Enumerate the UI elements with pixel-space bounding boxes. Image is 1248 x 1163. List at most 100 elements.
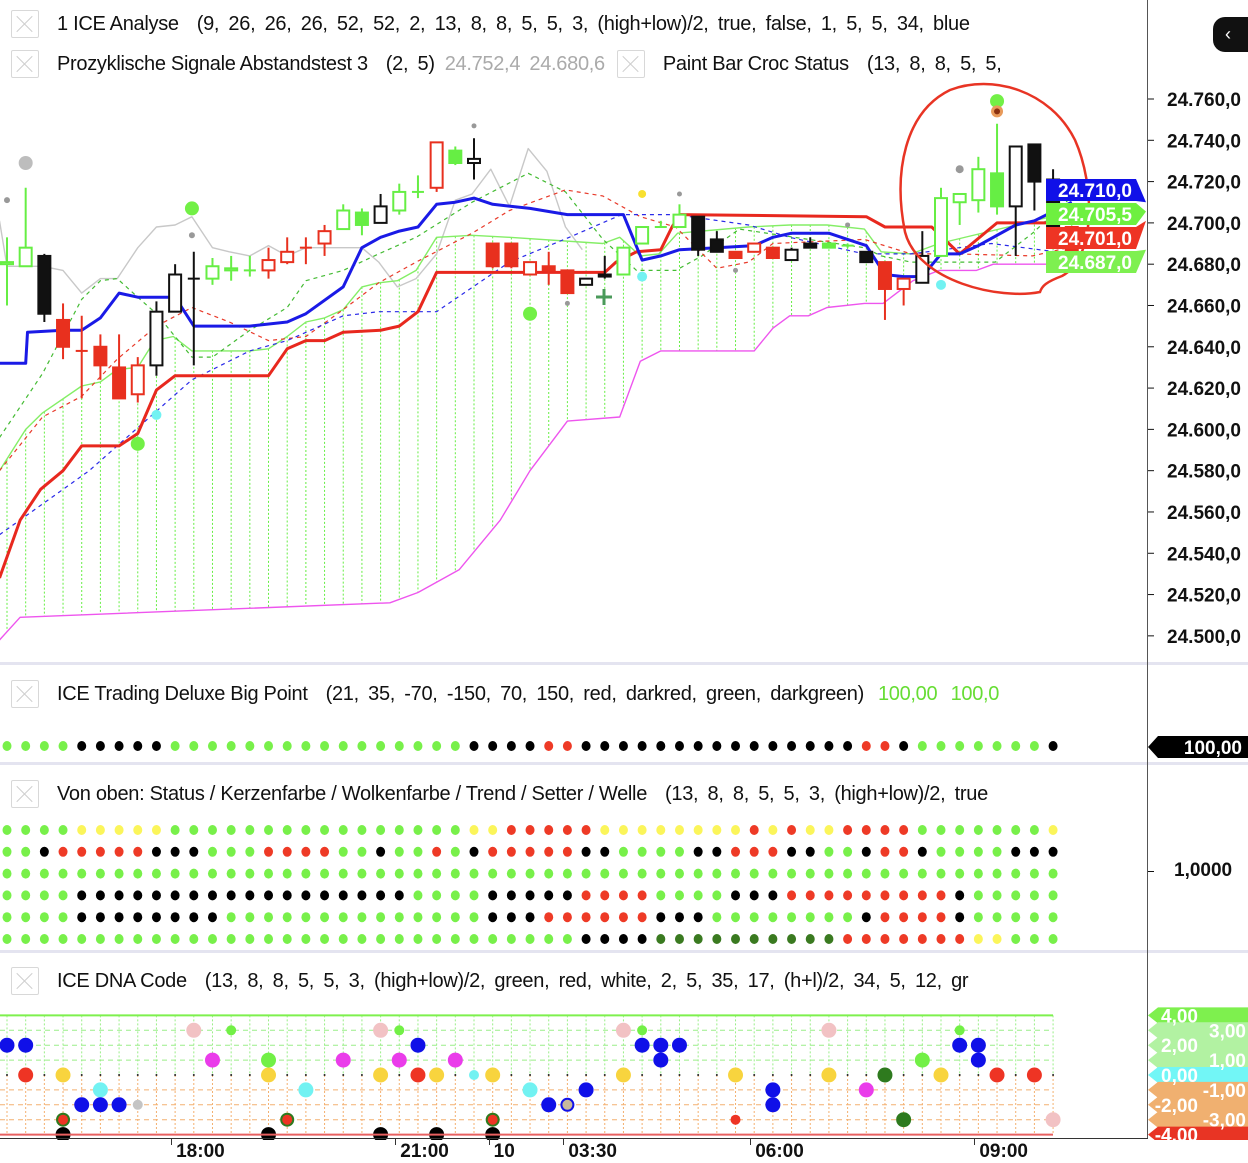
status-dot [824, 890, 834, 901]
status-dot [432, 846, 442, 857]
candle-body [130, 364, 145, 396]
status-dot [712, 846, 722, 857]
status-dot [432, 825, 442, 835]
indicator-name[interactable]: Prozyklische Signale Abstandstest 3 [57, 52, 368, 75]
status-dot [731, 825, 741, 835]
signal-marker [733, 267, 739, 273]
candle-body [354, 211, 369, 226]
status-dot [114, 934, 124, 944]
candle-body [18, 246, 33, 268]
zero-dot [43, 1074, 46, 1076]
level-badge-label: -1,00 [1203, 1081, 1246, 1102]
price-badge [1046, 179, 1146, 203]
status-dot [151, 890, 161, 901]
status-dot [338, 846, 348, 857]
panel-divider[interactable] [0, 950, 1248, 953]
status-dot [861, 825, 871, 835]
status-dot [899, 890, 909, 901]
status-dot [693, 846, 703, 857]
remove-indicator-icon[interactable] [11, 680, 39, 708]
indicator-name[interactable]: 1 ICE Analyse [57, 12, 179, 35]
status-dot [917, 890, 927, 901]
dna-dot [1026, 1067, 1042, 1083]
chevron-left-icon[interactable]: ‹ [1213, 17, 1248, 52]
status-dot [731, 912, 741, 923]
candle-body [56, 318, 71, 348]
big-point-dot [899, 741, 909, 751]
status-dot [21, 825, 31, 835]
big-point-dot [469, 741, 479, 751]
status-dot [1048, 846, 1058, 857]
status-dot [973, 912, 983, 923]
dna-dot [58, 1114, 69, 1125]
status-dot [170, 846, 180, 857]
big-point-dot [282, 741, 292, 751]
remove-indicator-icon[interactable] [11, 967, 39, 995]
status-dot [264, 934, 274, 944]
status-dot [581, 825, 591, 835]
big-point-dot [2, 741, 12, 751]
candle-body [504, 242, 519, 268]
zero-dot [230, 1074, 233, 1076]
status-dot [637, 825, 647, 835]
status-dot [2, 890, 12, 901]
remove-indicator-icon[interactable] [11, 50, 39, 78]
status-dot [805, 890, 815, 901]
status-dot [39, 912, 49, 923]
price-chart[interactable]: 24.710,0 24.705,5 24.701,0 24.687,0 [0, 0, 1147, 662]
panel-divider[interactable] [0, 762, 1248, 765]
panel-divider[interactable] [0, 662, 1248, 665]
dna-dot [634, 1037, 650, 1053]
dna-dot [765, 1097, 781, 1113]
status-dot [151, 825, 161, 835]
dna-dot [261, 1052, 277, 1068]
candle-body [784, 248, 799, 262]
big-point-dot [133, 741, 143, 751]
status-dot [226, 868, 236, 879]
status-dot [245, 890, 255, 901]
status-dot [77, 868, 87, 879]
status-dot [880, 912, 890, 923]
remove-indicator-icon[interactable] [11, 780, 39, 808]
big-point-dot [656, 741, 666, 751]
remove-indicator-icon[interactable] [616, 50, 645, 78]
price-badge-label: 24.710,0 [1058, 181, 1132, 202]
zero-dot [790, 1074, 793, 1076]
big-point-dot [805, 741, 815, 751]
status-dot [226, 890, 236, 901]
status-dot [488, 825, 498, 835]
indicator-name[interactable]: ICE DNA Code [57, 969, 187, 992]
status-dot [488, 890, 498, 901]
red-dashed-line [0, 189, 1069, 472]
status-dot [656, 846, 666, 857]
status-dot-matrix [2, 825, 1058, 944]
status-dot [600, 934, 610, 944]
remove-indicator-icon[interactable] [11, 10, 39, 38]
candle-body [747, 242, 762, 253]
status-dot [1029, 825, 1039, 835]
price-badge [1046, 203, 1146, 225]
zero-dot [1014, 1074, 1017, 1076]
indicator-name[interactable]: Paint Bar Croc Status [662, 52, 849, 75]
status-dot [394, 912, 404, 923]
zero-dot [977, 1074, 980, 1076]
signal-marker [955, 165, 964, 174]
dna-dot [186, 1022, 202, 1038]
status-dot [656, 890, 666, 901]
indicator-name[interactable]: Von oben: Status / Kerzenfarbe / Wolkenf… [57, 782, 648, 805]
status-dot [151, 912, 161, 923]
big-point-dot [450, 741, 460, 751]
status-dot [376, 934, 386, 944]
status-dot [39, 868, 49, 879]
status-dot [1011, 868, 1021, 879]
price-axis[interactable]: 24.760,0 24.740,0 24.720,0 24.700,0 24.680,0… [1148, 80, 1248, 662]
status-dot [170, 868, 180, 879]
dna-dot [970, 1037, 986, 1053]
candle-body [691, 215, 706, 251]
indicator-name[interactable]: ICE Trading Deluxe Big Point [57, 682, 308, 705]
status-dot [39, 934, 49, 944]
big-point-dots [2, 741, 1058, 751]
status-dot [413, 868, 423, 879]
status-dot [581, 934, 591, 944]
big-point-dot [618, 741, 628, 751]
